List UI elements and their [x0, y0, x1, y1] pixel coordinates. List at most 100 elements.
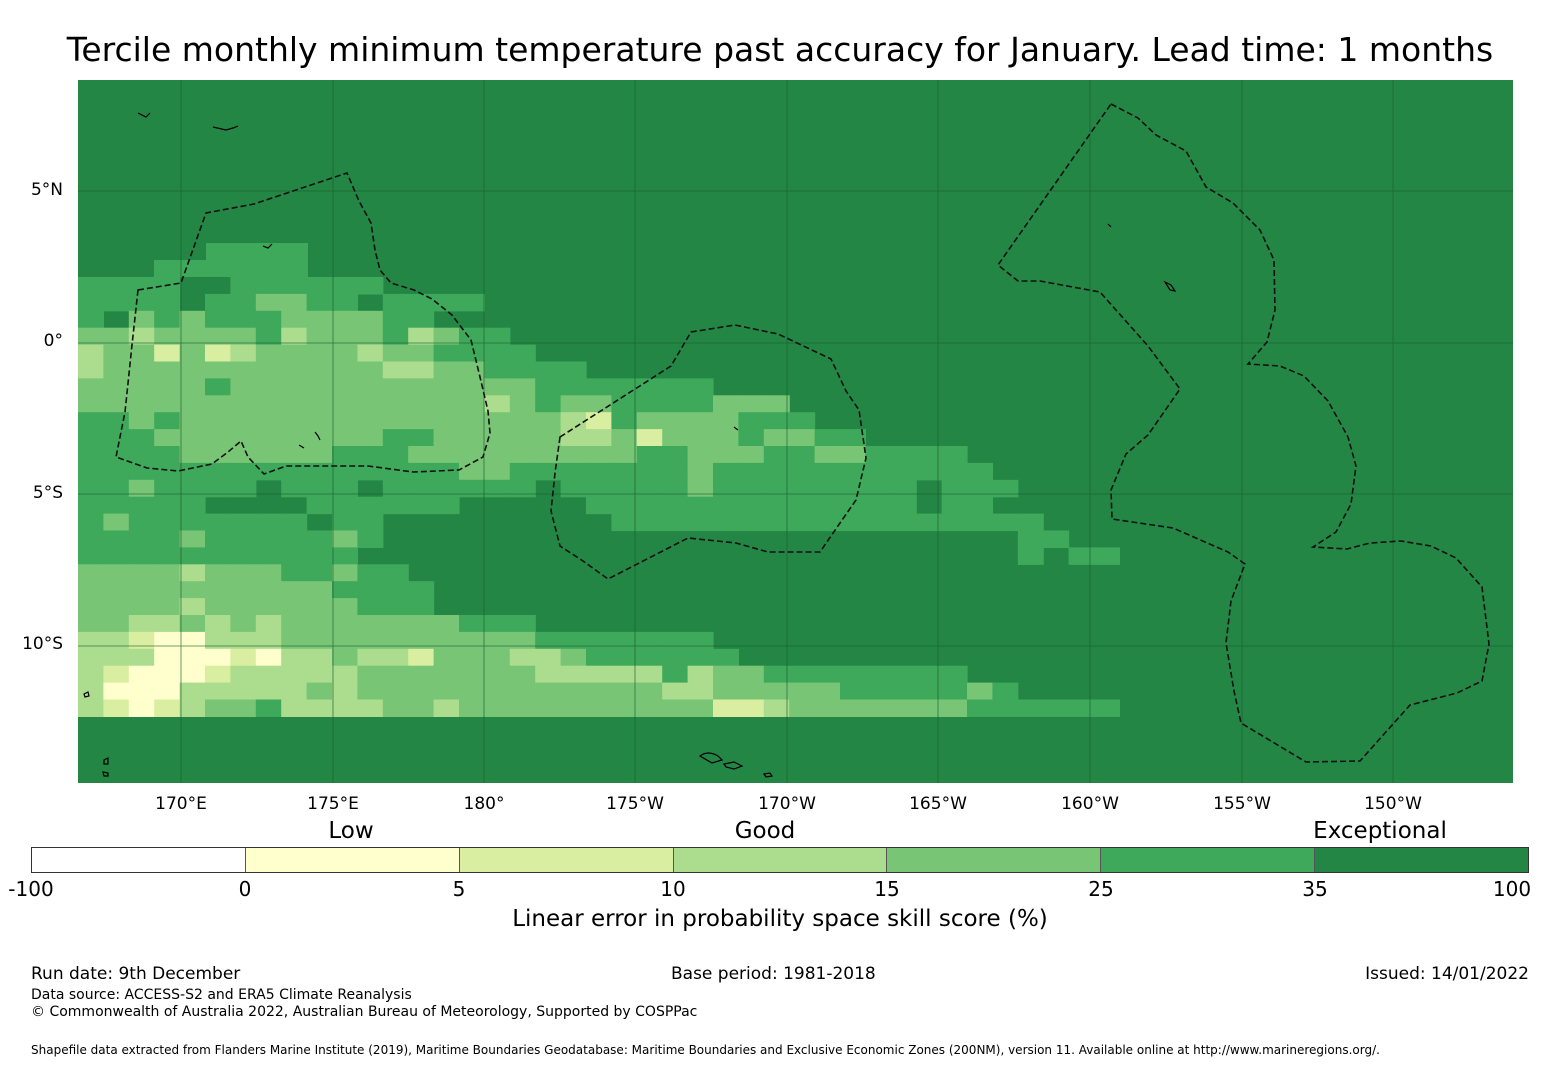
skill-cell [382, 395, 409, 413]
skill-cell [306, 581, 333, 599]
skill-cell [255, 564, 282, 582]
skill-cell [890, 479, 917, 498]
skill-cell [78, 395, 104, 413]
skill-cell [1017, 530, 1044, 548]
skill-cell [180, 260, 308, 277]
skill-cell [433, 648, 460, 667]
y-tick-label: 10°S [22, 634, 63, 654]
skill-cell [662, 665, 689, 684]
skill-cell [154, 462, 181, 481]
issued-date: Issued: 14/01/2022 [1365, 964, 1529, 984]
island-marshall-3 [262, 243, 273, 249]
skill-cell [281, 479, 308, 498]
skill-cell [154, 327, 181, 346]
skill-cell [636, 462, 663, 481]
skill-cell [78, 581, 104, 599]
skill-cell [128, 378, 155, 396]
skill-cell [382, 665, 409, 684]
skill-cell [611, 496, 638, 515]
skill-cell [484, 395, 511, 413]
skill-cell [840, 479, 866, 498]
skill-cell [687, 378, 714, 396]
skill-cell [687, 513, 714, 532]
skill-cell [205, 395, 231, 413]
skill-cell [408, 682, 435, 701]
island-tutuila [762, 772, 774, 778]
skill-cell [687, 665, 714, 684]
skill-cell [230, 682, 257, 701]
skill-cell [967, 496, 993, 515]
skill-cell [128, 648, 155, 667]
skill-cell [255, 378, 282, 396]
skill-cell [281, 361, 308, 379]
skill-cell [433, 344, 460, 363]
y-tick-label: 5°N [30, 180, 63, 200]
colorbar-segment [32, 848, 246, 872]
x-tick-label: 175°E [307, 794, 359, 814]
data-source: Data source: ACCESS-S2 and ERA5 Climate … [31, 987, 412, 1003]
skill-cell [205, 344, 231, 363]
skill-cell [255, 581, 282, 599]
skill-cell [103, 344, 130, 363]
skill-cell [205, 446, 231, 464]
skill-cell [230, 344, 257, 363]
skill-cell [459, 462, 485, 481]
skill-cell [103, 395, 130, 413]
skill-cell [941, 479, 968, 498]
skill-cell [382, 446, 409, 464]
skill-cell [408, 699, 435, 717]
skill-cell [662, 648, 689, 667]
eez-boundaries [115, 102, 1490, 763]
skill-cell [382, 429, 409, 447]
skill-cell [738, 699, 765, 717]
skill-cell [255, 310, 282, 329]
skill-cell [357, 327, 384, 346]
skill-cell [179, 412, 206, 430]
skill-cell [713, 682, 739, 701]
skill-cell [408, 361, 435, 379]
skill-cell [332, 429, 358, 447]
skill-cell [840, 682, 866, 701]
skill-cell [357, 530, 384, 548]
skill-cell [78, 412, 104, 430]
skill-cell [1094, 547, 1120, 565]
skill-cell [255, 395, 282, 413]
skill-cell [433, 631, 460, 650]
skill-cell [306, 564, 333, 582]
skill-cell [484, 462, 511, 481]
skill-cell [205, 513, 231, 532]
skill-cell [332, 699, 358, 717]
skill-cell [560, 361, 587, 379]
skill-cell [128, 564, 155, 582]
skill-cell [332, 496, 358, 515]
skill-cell [560, 699, 587, 717]
skill-cell [484, 682, 511, 701]
x-tick-label: 170°W [758, 794, 816, 814]
skill-cell [205, 327, 231, 346]
colorbar-tick: -100 [8, 877, 54, 901]
skill-cell [78, 310, 104, 329]
skill-cell [382, 378, 409, 396]
skill-cell [230, 699, 257, 717]
skill-cell [128, 496, 155, 515]
skill-cell [1017, 699, 1044, 717]
skill-cell [179, 361, 206, 379]
skill-cell [459, 446, 485, 464]
skill-cell [255, 699, 282, 717]
skill-cell [306, 412, 333, 430]
skill-cell [306, 682, 333, 701]
skill-cell [814, 479, 841, 498]
skill-cell [459, 395, 485, 413]
skill-cell [687, 462, 714, 481]
skill-cell [179, 615, 206, 633]
skill-cell [230, 479, 257, 498]
skill-cell [205, 462, 231, 481]
skill-cell [78, 293, 104, 312]
skill-cell [103, 615, 130, 633]
skill-cell [357, 344, 384, 363]
skill-cell [433, 378, 460, 396]
skill-cell [357, 496, 384, 515]
skill-cell [281, 446, 308, 464]
skill-cell [382, 699, 409, 717]
skill-cell [713, 665, 739, 684]
